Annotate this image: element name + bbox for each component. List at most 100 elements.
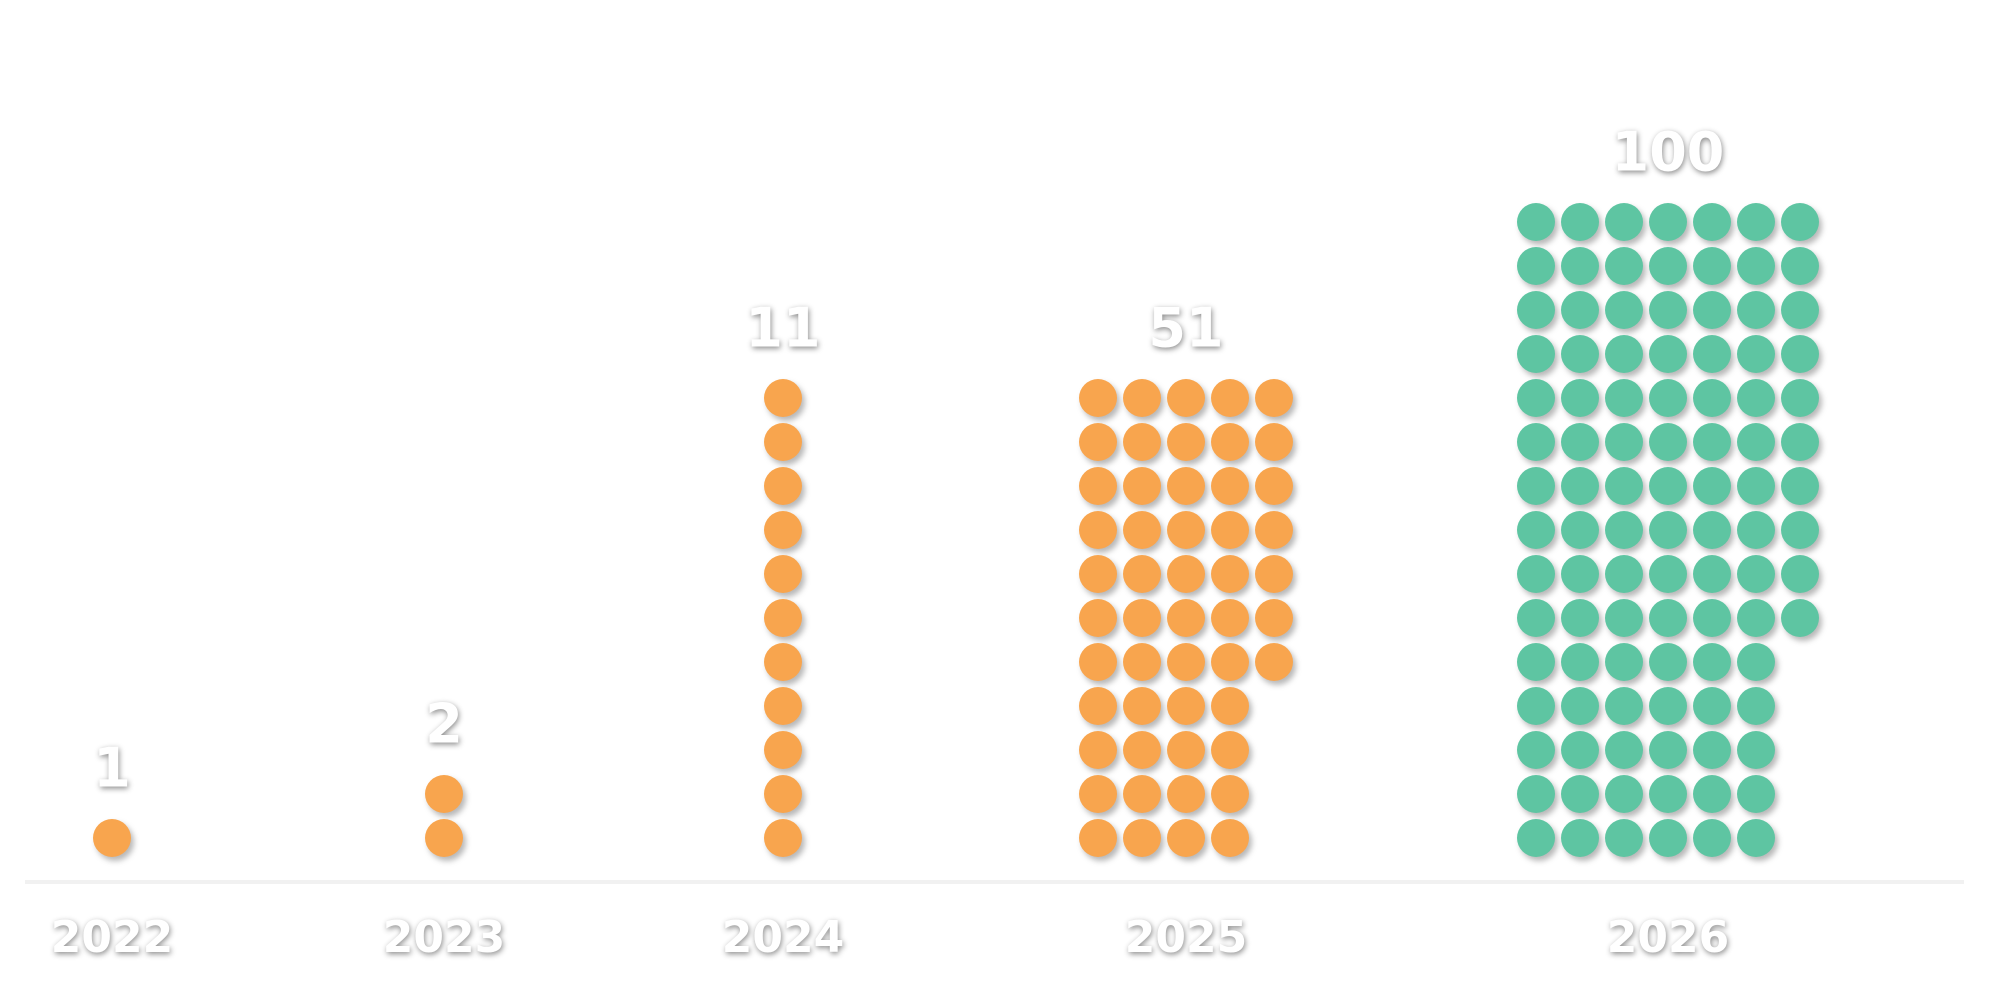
dot [764,467,802,505]
dot [1737,291,1775,329]
dot [1649,247,1687,285]
dot [764,819,802,857]
dot [425,819,463,857]
value-label: 2 [425,693,463,756]
dot [1649,687,1687,725]
dot [1693,555,1731,593]
dot [1211,511,1249,549]
dot [1211,819,1249,857]
dot [1737,203,1775,241]
dot [1517,467,1555,505]
dot [764,511,802,549]
dot [1211,775,1249,813]
dot [1561,599,1599,637]
dot [1123,467,1161,505]
dot [764,423,802,461]
dot [1781,467,1819,505]
dot [1079,423,1117,461]
dot [1649,555,1687,593]
x-tick-label: 2024 [722,912,844,963]
dot [1517,819,1555,857]
dot [1605,511,1643,549]
dot [1605,731,1643,769]
dot [1605,643,1643,681]
dot [1737,687,1775,725]
dot [1649,203,1687,241]
x-tick-label: 2025 [1125,912,1247,963]
dot [1517,247,1555,285]
dot [1517,335,1555,373]
dot [764,379,802,417]
dot [1649,511,1687,549]
dot [1605,423,1643,461]
dot [764,731,802,769]
dot [1167,599,1205,637]
dot [1079,819,1117,857]
dot [1737,379,1775,417]
dot [764,555,802,593]
dot-group [425,775,463,857]
dot [1123,819,1161,857]
dot [1737,643,1775,681]
dot [1211,599,1249,637]
value-label: 11 [745,297,820,360]
dot [1737,555,1775,593]
dot [1517,291,1555,329]
dot [1605,335,1643,373]
dot [1693,203,1731,241]
dot [1517,379,1555,417]
dot [1255,555,1293,593]
dot [1561,731,1599,769]
value-label: 1 [93,737,131,800]
dot [1517,203,1555,241]
dot [764,775,802,813]
dot-group [1517,203,1819,857]
dot [1079,379,1117,417]
dot [1649,291,1687,329]
dot [1737,775,1775,813]
dot [1211,467,1249,505]
dot [1211,687,1249,725]
x-tick-label: 2022 [51,912,173,963]
dot [1781,335,1819,373]
dot [1605,379,1643,417]
dot [1079,511,1117,549]
dot [1737,423,1775,461]
dot [1693,291,1731,329]
dot [1561,643,1599,681]
dot [1561,203,1599,241]
dot [1255,379,1293,417]
dot [1781,599,1819,637]
dot [1649,643,1687,681]
dot [1167,775,1205,813]
dot [1737,335,1775,373]
dot [1517,643,1555,681]
dot [1693,335,1731,373]
dot [1517,599,1555,637]
dot [1561,819,1599,857]
value-label: 100 [1612,121,1725,184]
dot [1649,775,1687,813]
dot [1693,423,1731,461]
dot [1079,687,1117,725]
dot [1517,555,1555,593]
dot [1123,423,1161,461]
dot [1123,599,1161,637]
value-label: 51 [1148,297,1223,360]
dot [1693,511,1731,549]
dot [1737,599,1775,637]
dot [1211,379,1249,417]
dot [1649,335,1687,373]
dot [1079,775,1117,813]
dot [1693,643,1731,681]
dot [1561,335,1599,373]
dot [1693,379,1731,417]
dot [93,819,131,857]
dot [1781,555,1819,593]
dot [1561,555,1599,593]
dot [1255,511,1293,549]
dot [1737,247,1775,285]
dot [1123,643,1161,681]
dot [1605,775,1643,813]
